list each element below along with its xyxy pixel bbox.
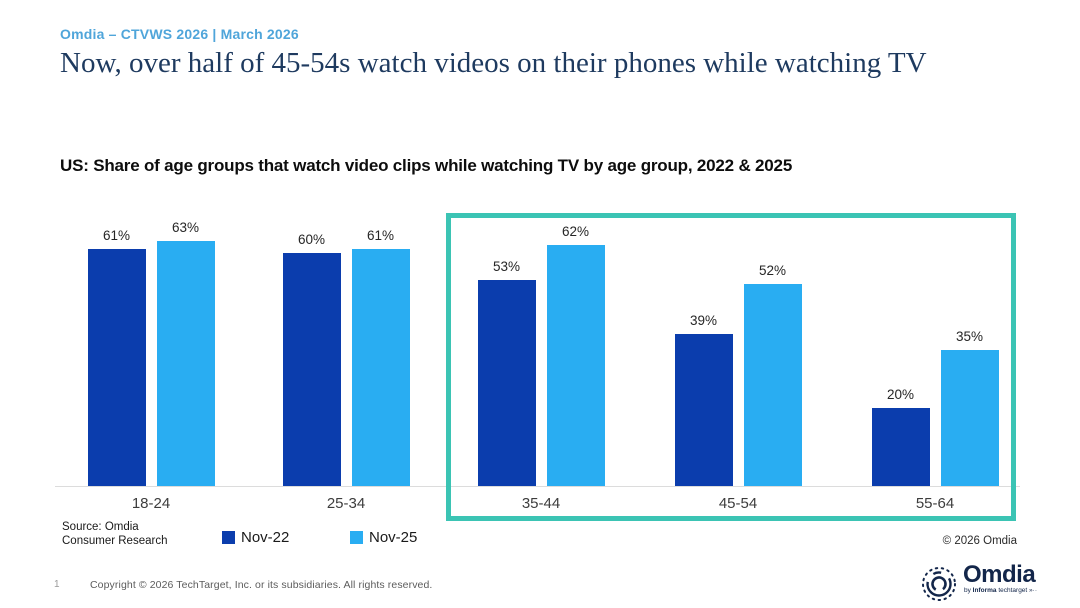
bar-nov-22-45-54 <box>674 334 733 486</box>
report-eyebrow: Omdia – CTVWS 2026 | March 2026 <box>60 26 299 42</box>
bar-nov-25-45-54 <box>743 284 802 486</box>
category-label-25-34: 25-34 <box>326 495 366 512</box>
value-label-nov-22-18-24: 61% <box>102 228 131 243</box>
omdia-logo-tagline: by Informa techtarget »·· <box>964 587 1037 594</box>
legend-label-nov25: Nov-25 <box>369 529 418 546</box>
bar-nov-25-35-44 <box>546 245 605 486</box>
category-label-45-54: 45-54 <box>718 495 758 512</box>
highlight-box-35-to-64 <box>446 213 1016 521</box>
bar-nov-22-18-24 <box>87 249 146 486</box>
value-label-nov-25-18-24: 63% <box>171 220 200 235</box>
bar-nov-22-55-64 <box>871 408 930 486</box>
source-line-2: Consumer Research <box>62 535 168 547</box>
source-line-1: Source: Omdia <box>62 521 139 533</box>
bar-nov-22-35-44 <box>477 280 536 486</box>
legend-swatch-nov22 <box>222 531 235 544</box>
source-note: Source: Omdia Consumer Research <box>62 520 167 548</box>
bar-nov-25-25-34 <box>351 249 410 486</box>
omdia-logo: Omdia by Informa techtarget »·· <box>920 561 1060 604</box>
value-label-nov-22-35-44: 53% <box>492 259 521 274</box>
bar-nov-25-55-64 <box>940 350 999 486</box>
legend-label-nov22: Nov-22 <box>241 529 290 546</box>
omdia-logo-text: Omdia <box>963 561 1036 588</box>
value-label-nov-22-45-54: 39% <box>689 313 718 328</box>
chart-copyright: © 2026 Omdia <box>942 535 1017 547</box>
value-label-nov-22-55-64: 20% <box>886 387 915 402</box>
legend-swatch-nov25 <box>350 531 363 544</box>
value-label-nov-25-45-54: 52% <box>758 263 787 278</box>
chart-title: US: Share of age groups that watch video… <box>60 156 793 175</box>
footer-copyright: Copyright © 2026 TechTarget, Inc. or its… <box>90 579 433 591</box>
omdia-rings-icon <box>920 565 958 608</box>
bar-nov-25-18-24 <box>156 241 215 486</box>
page-number: 1 <box>54 579 60 590</box>
category-label-18-24: 18-24 <box>131 495 171 512</box>
legend-item-nov25: Nov-25 <box>350 529 417 547</box>
category-label-55-64: 55-64 <box>915 495 955 512</box>
legend-item-nov22: Nov-22 <box>222 529 289 547</box>
value-label-nov-25-55-64: 35% <box>955 329 984 344</box>
page-title: Now, over half of 45-54s watch videos on… <box>60 47 927 79</box>
category-label-35-44: 35-44 <box>521 495 561 512</box>
value-label-nov-25-25-34: 61% <box>366 228 395 243</box>
value-label-nov-25-35-44: 62% <box>561 224 590 239</box>
x-axis-line <box>55 486 1020 487</box>
bar-nov-22-25-34 <box>282 253 341 486</box>
value-label-nov-22-25-34: 60% <box>297 232 326 247</box>
